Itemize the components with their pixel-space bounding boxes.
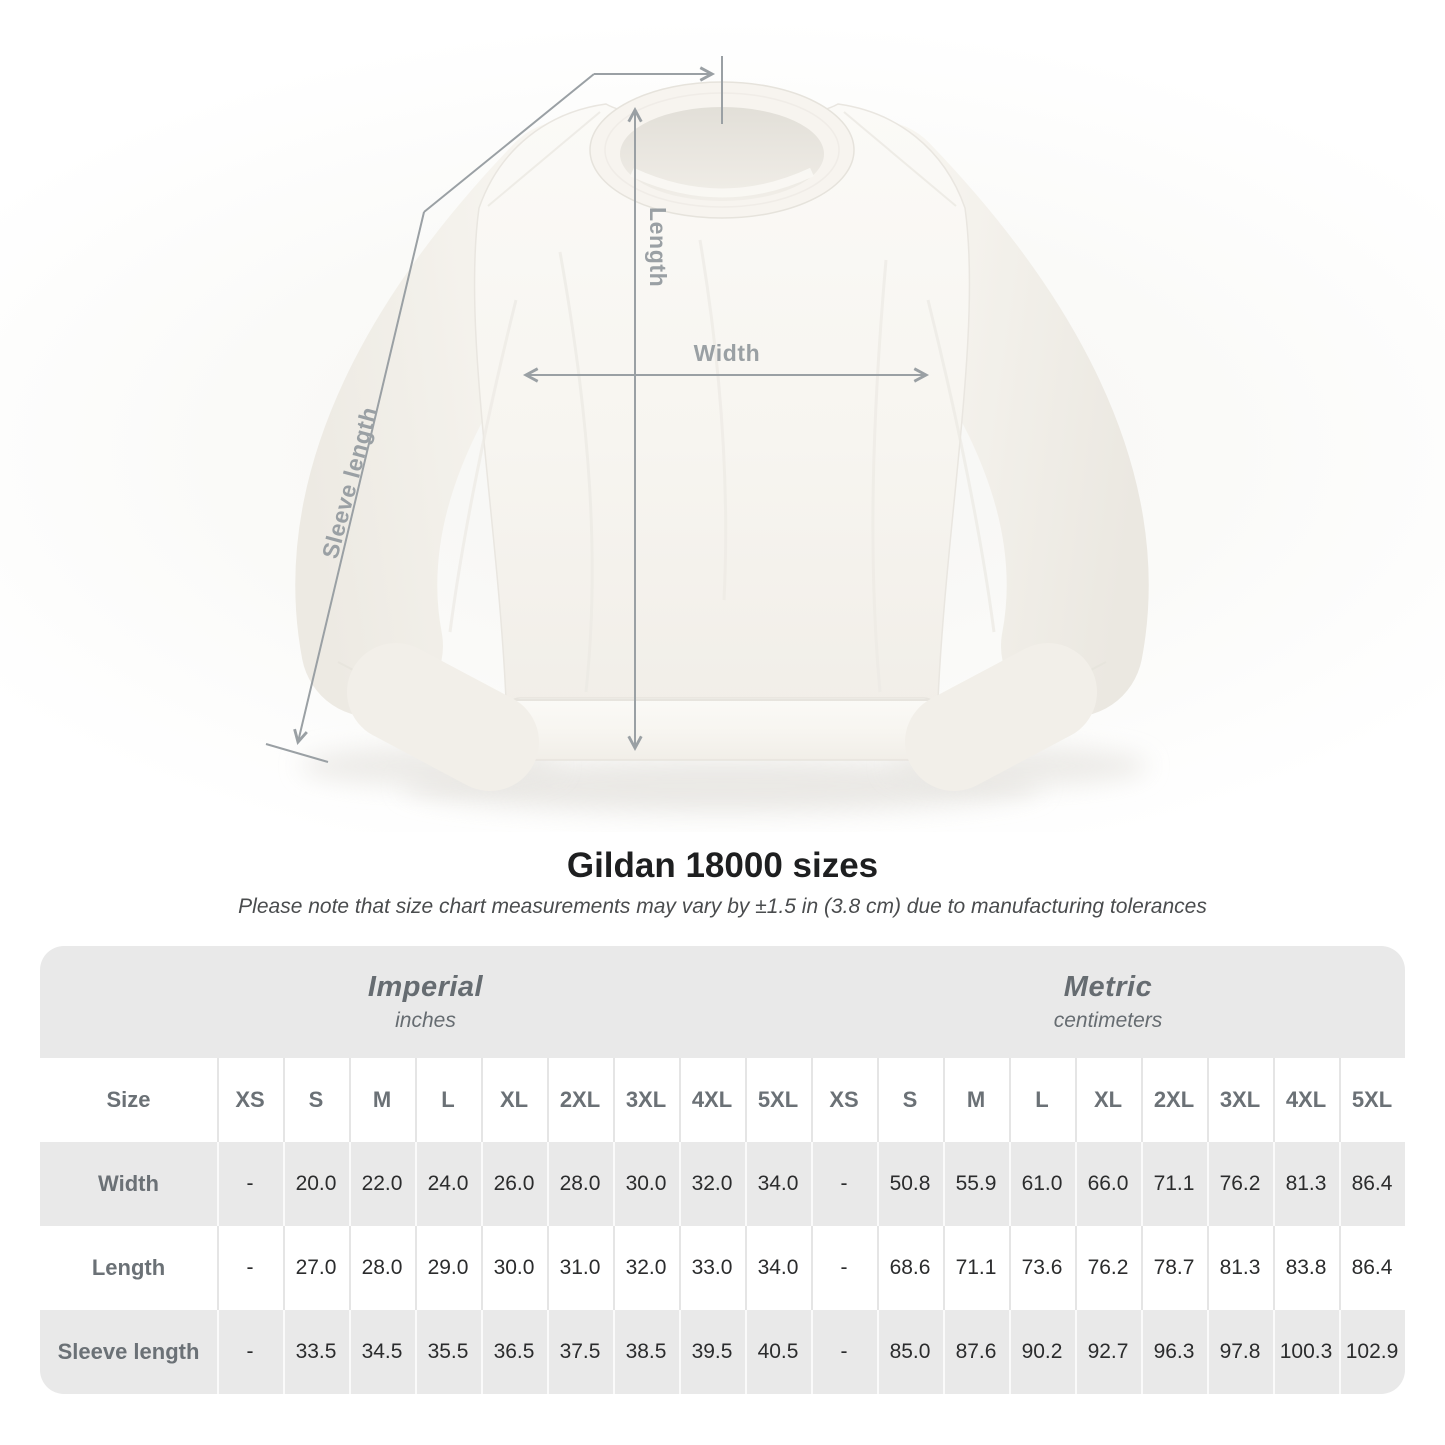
size-col-header: 2XL — [547, 1058, 613, 1142]
value-cell: 83.8 — [1273, 1226, 1339, 1310]
value-cell: 22.0 — [349, 1142, 415, 1226]
value-cell: 28.0 — [349, 1226, 415, 1310]
value-cell: 40.5 — [745, 1310, 811, 1394]
value-cell: 86.4 — [1339, 1142, 1405, 1226]
size-col-header: XS — [217, 1058, 283, 1142]
size-col-header: 5XL — [745, 1058, 811, 1142]
value-cell: 33.0 — [679, 1226, 745, 1310]
value-cell: 30.0 — [613, 1142, 679, 1226]
value-cell: - — [217, 1226, 283, 1310]
length-dimension-label: Length — [645, 207, 671, 287]
size-col-header: L — [415, 1058, 481, 1142]
value-cell: 28.0 — [547, 1142, 613, 1226]
size-col-header: XL — [1075, 1058, 1141, 1142]
size-col-header: 4XL — [1273, 1058, 1339, 1142]
value-cell: 76.2 — [1075, 1226, 1141, 1310]
value-cell: 34.5 — [349, 1310, 415, 1394]
value-cell: 20.0 — [283, 1142, 349, 1226]
size-col-header: 5XL — [1339, 1058, 1405, 1142]
value-cell: 66.0 — [1075, 1142, 1141, 1226]
value-cell: 36.5 — [481, 1310, 547, 1394]
value-cell: 26.0 — [481, 1142, 547, 1226]
unit-group-metric: Metric centimeters — [811, 946, 1405, 1058]
size-col-header: M — [349, 1058, 415, 1142]
value-cell: 24.0 — [415, 1142, 481, 1226]
value-cell: 39.5 — [679, 1310, 745, 1394]
value-cell: 33.5 — [283, 1310, 349, 1394]
value-cell: 61.0 — [1009, 1142, 1075, 1226]
size-col-header: 4XL — [679, 1058, 745, 1142]
value-cell: 85.0 — [877, 1310, 943, 1394]
size-col-header: 2XL — [1141, 1058, 1207, 1142]
value-cell: 96.3 — [1141, 1310, 1207, 1394]
value-cell: 50.8 — [877, 1142, 943, 1226]
row-label: Width — [98, 1171, 159, 1196]
value-cell: 29.0 — [415, 1226, 481, 1310]
unit-group-unit: inches — [395, 1009, 456, 1032]
value-cell: 97.8 — [1207, 1310, 1273, 1394]
value-cell: 71.1 — [943, 1226, 1009, 1310]
sweatshirt-illustration — [295, 81, 1149, 791]
unit-group-name: Imperial — [367, 971, 484, 1003]
size-col-header: XL — [481, 1058, 547, 1142]
size-table: Imperial inches Metric centimeters Size … — [40, 946, 1405, 1394]
value-cell: 31.0 — [547, 1226, 613, 1310]
value-cell: 32.0 — [679, 1142, 745, 1226]
size-col-header: S — [283, 1058, 349, 1142]
table-row-sleeve-length: Sleeve length - 33.5 34.5 35.5 36.5 37.5… — [40, 1310, 1405, 1394]
value-cell: - — [217, 1310, 283, 1394]
size-header-row: Size XS S M L XL 2XL 3XL 4XL 5XL XS S M … — [40, 1058, 1405, 1142]
value-cell: 27.0 — [283, 1226, 349, 1310]
size-col-header: XS — [811, 1058, 877, 1142]
value-cell: 81.3 — [1207, 1226, 1273, 1310]
size-col-header: 3XL — [613, 1058, 679, 1142]
row-label: Length — [91, 1255, 166, 1280]
page-title: Gildan 18000 sizes — [566, 846, 879, 885]
tolerance-note: Please note that size chart measurements… — [238, 895, 1207, 918]
unit-group-imperial: Imperial inches — [40, 946, 811, 1058]
value-cell: 78.7 — [1141, 1226, 1207, 1310]
unit-group-name: Metric — [1063, 971, 1153, 1003]
value-cell: 37.5 — [547, 1310, 613, 1394]
value-cell: 90.2 — [1009, 1310, 1075, 1394]
value-cell: 81.3 — [1273, 1142, 1339, 1226]
value-cell: 71.1 — [1141, 1142, 1207, 1226]
value-cell: 92.7 — [1075, 1310, 1141, 1394]
table-row-width: Width - 20.0 22.0 24.0 26.0 28.0 30.0 32… — [40, 1142, 1405, 1226]
value-cell: 68.6 — [877, 1226, 943, 1310]
value-cell: 38.5 — [613, 1310, 679, 1394]
value-cell: - — [811, 1310, 877, 1394]
value-cell: 87.6 — [943, 1310, 1009, 1394]
unit-group-unit: centimeters — [1053, 1009, 1163, 1032]
garment-figure: Width Length Sleeve length — [0, 0, 1445, 832]
size-col-header: L — [1009, 1058, 1075, 1142]
value-cell: 102.9 — [1339, 1310, 1405, 1394]
size-col-header: S — [877, 1058, 943, 1142]
sweatshirt-diagram: Width Length Sleeve length — [265, 56, 1149, 812]
value-cell: 34.0 — [745, 1142, 811, 1226]
value-cell: 100.3 — [1273, 1310, 1339, 1394]
unit-header-band: Imperial inches Metric centimeters — [40, 946, 1405, 1058]
sleeve-length-dimension-line — [265, 56, 723, 763]
value-cell: 55.9 — [943, 1142, 1009, 1226]
value-cell: 30.0 — [481, 1226, 547, 1310]
value-cell: - — [811, 1226, 877, 1310]
value-cell: - — [811, 1142, 877, 1226]
value-cell: - — [217, 1142, 283, 1226]
value-cell: 86.4 — [1339, 1226, 1405, 1310]
table-row-length: Length - 27.0 28.0 29.0 30.0 31.0 32.0 3… — [40, 1226, 1405, 1310]
value-cell: 76.2 — [1207, 1142, 1273, 1226]
size-corner-label: Size — [106, 1087, 151, 1112]
value-cell: 32.0 — [613, 1226, 679, 1310]
size-col-header: M — [943, 1058, 1009, 1142]
width-dimension-label: Width — [694, 340, 761, 366]
size-col-header: 3XL — [1207, 1058, 1273, 1142]
value-cell: 34.0 — [745, 1226, 811, 1310]
row-label: Sleeve length — [57, 1339, 200, 1364]
value-cell: 35.5 — [415, 1310, 481, 1394]
value-cell: 73.6 — [1009, 1226, 1075, 1310]
